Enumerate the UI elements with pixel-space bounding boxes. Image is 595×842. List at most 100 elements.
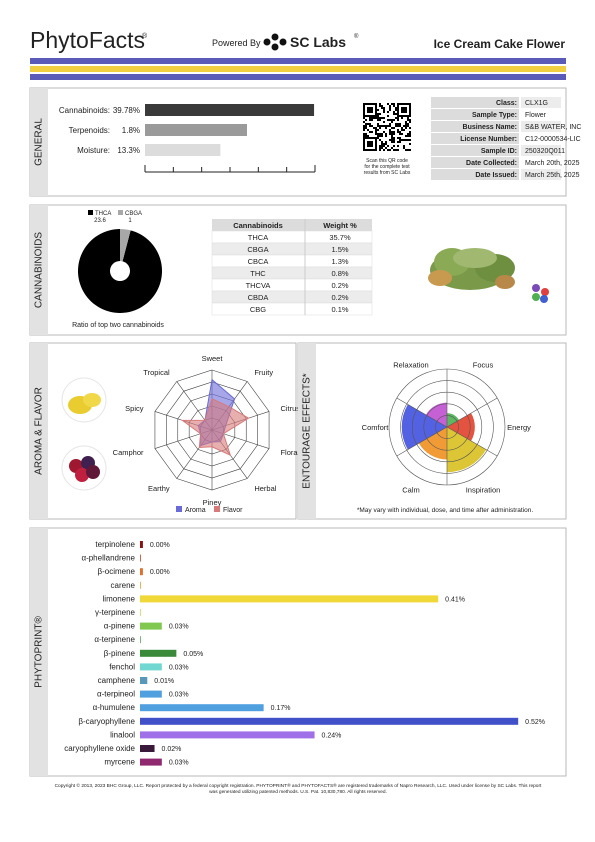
qr-cell	[407, 115, 409, 117]
qr-cell	[399, 133, 401, 135]
qr-cell	[369, 123, 371, 125]
qr-cell	[383, 109, 385, 111]
qr-cell	[401, 107, 403, 109]
qr-cell	[409, 107, 411, 109]
qr-cell	[369, 141, 371, 143]
qr-cell	[383, 143, 385, 145]
terpene-label: α-pinene	[104, 622, 136, 631]
qr-cell	[403, 103, 405, 105]
qr-cell	[367, 103, 369, 105]
qr-cell	[365, 123, 367, 125]
info-value: March 20th, 2025	[525, 160, 580, 167]
qr-cell	[363, 139, 365, 141]
terpene-bar	[140, 622, 162, 630]
qr-cell	[381, 143, 383, 145]
product-name: Ice Cream Cake Flower	[434, 37, 566, 51]
qr-cell	[405, 123, 407, 125]
table-header: Weight %	[323, 221, 357, 230]
terpene-bar	[140, 554, 141, 562]
qr-cell	[373, 103, 375, 105]
info-label: License Number:	[460, 136, 517, 143]
polar-label: Calm	[402, 485, 420, 494]
bar	[145, 144, 221, 156]
terpene-bar	[140, 704, 264, 712]
terpene-label: α-phellandrene	[81, 554, 135, 563]
qr-cell	[409, 135, 411, 137]
qr-cell	[367, 111, 369, 113]
qr-cell	[369, 117, 371, 119]
terpene-label: α-terpinene	[94, 635, 135, 644]
qr-cell	[403, 115, 405, 117]
qr-cell	[375, 133, 377, 135]
terpene-label: α-terpineol	[97, 690, 135, 699]
info-value-cell	[521, 157, 561, 168]
terpene-label: terpinolene	[95, 540, 135, 549]
table-cell: 0.2%	[331, 293, 348, 302]
qr-cell	[363, 117, 365, 119]
info-label: Sample ID:	[481, 148, 517, 155]
polar-sector	[447, 413, 460, 427]
terpene-value: 0.00%	[150, 542, 170, 549]
terpene-bar	[140, 731, 315, 739]
qr-cell	[363, 137, 365, 139]
qr-cell	[393, 127, 395, 129]
qr-cell	[389, 119, 391, 121]
radar-label: Earthy	[148, 484, 170, 493]
section-strip	[30, 88, 48, 196]
qr-cell	[397, 107, 399, 109]
qr-cell	[363, 133, 365, 135]
info-value: Flower	[525, 112, 547, 119]
qr-cell	[375, 115, 377, 117]
qr-cell	[395, 109, 397, 111]
qr-cell	[407, 103, 409, 105]
qr-cell	[391, 137, 393, 139]
powered-by: Powered By	[212, 38, 261, 48]
qr-cell	[363, 147, 365, 149]
qr-cell	[385, 143, 387, 145]
qr-cell	[377, 115, 379, 117]
qr-cell	[397, 123, 399, 125]
polar-sector	[401, 404, 447, 450]
qr-cell	[363, 143, 365, 145]
qr-cell	[391, 121, 393, 123]
radar-label: Spicy	[125, 404, 144, 413]
qr-cell	[409, 111, 411, 113]
qr-cell	[395, 123, 397, 125]
qr-cell	[379, 105, 381, 107]
qr-cell	[363, 111, 365, 113]
qr-cell	[373, 115, 375, 117]
info-label: Business Name:	[463, 124, 517, 131]
qr-cell	[405, 107, 407, 109]
qr-cell	[405, 125, 407, 127]
table-cell: THC	[250, 269, 266, 278]
table-row	[211, 302, 373, 316]
radar-label: Camphor	[113, 448, 144, 457]
footer-text: was generated utilizing patented methods…	[209, 789, 387, 795]
qr-cell	[395, 125, 397, 127]
bar	[145, 104, 315, 116]
terpene-bar	[140, 541, 143, 548]
table-cell: CBDA	[248, 293, 269, 302]
table-cell: CBG	[250, 305, 266, 314]
qr-cell	[377, 135, 379, 137]
qr-cell	[409, 139, 411, 141]
qr-cell	[399, 139, 401, 141]
qr-cell	[371, 125, 373, 127]
qr-cell	[379, 119, 381, 121]
info-label: Class:	[496, 100, 517, 107]
qr-cell	[367, 141, 369, 143]
qr-cell	[379, 125, 381, 127]
qr-cell	[371, 141, 373, 143]
qr-cell	[377, 119, 379, 121]
qr-cell	[363, 141, 365, 143]
qr-cell	[363, 121, 365, 123]
qr-cell	[377, 133, 379, 135]
qr-cell	[383, 149, 385, 151]
qr-cell	[377, 109, 379, 111]
qr-cell	[363, 115, 365, 117]
qr-cell	[379, 139, 381, 141]
qr-cell	[405, 109, 407, 111]
terpene-value: 0.03%	[169, 760, 189, 767]
info-value: C12-0000534-LIC	[525, 136, 581, 143]
qr-cell	[395, 113, 397, 115]
